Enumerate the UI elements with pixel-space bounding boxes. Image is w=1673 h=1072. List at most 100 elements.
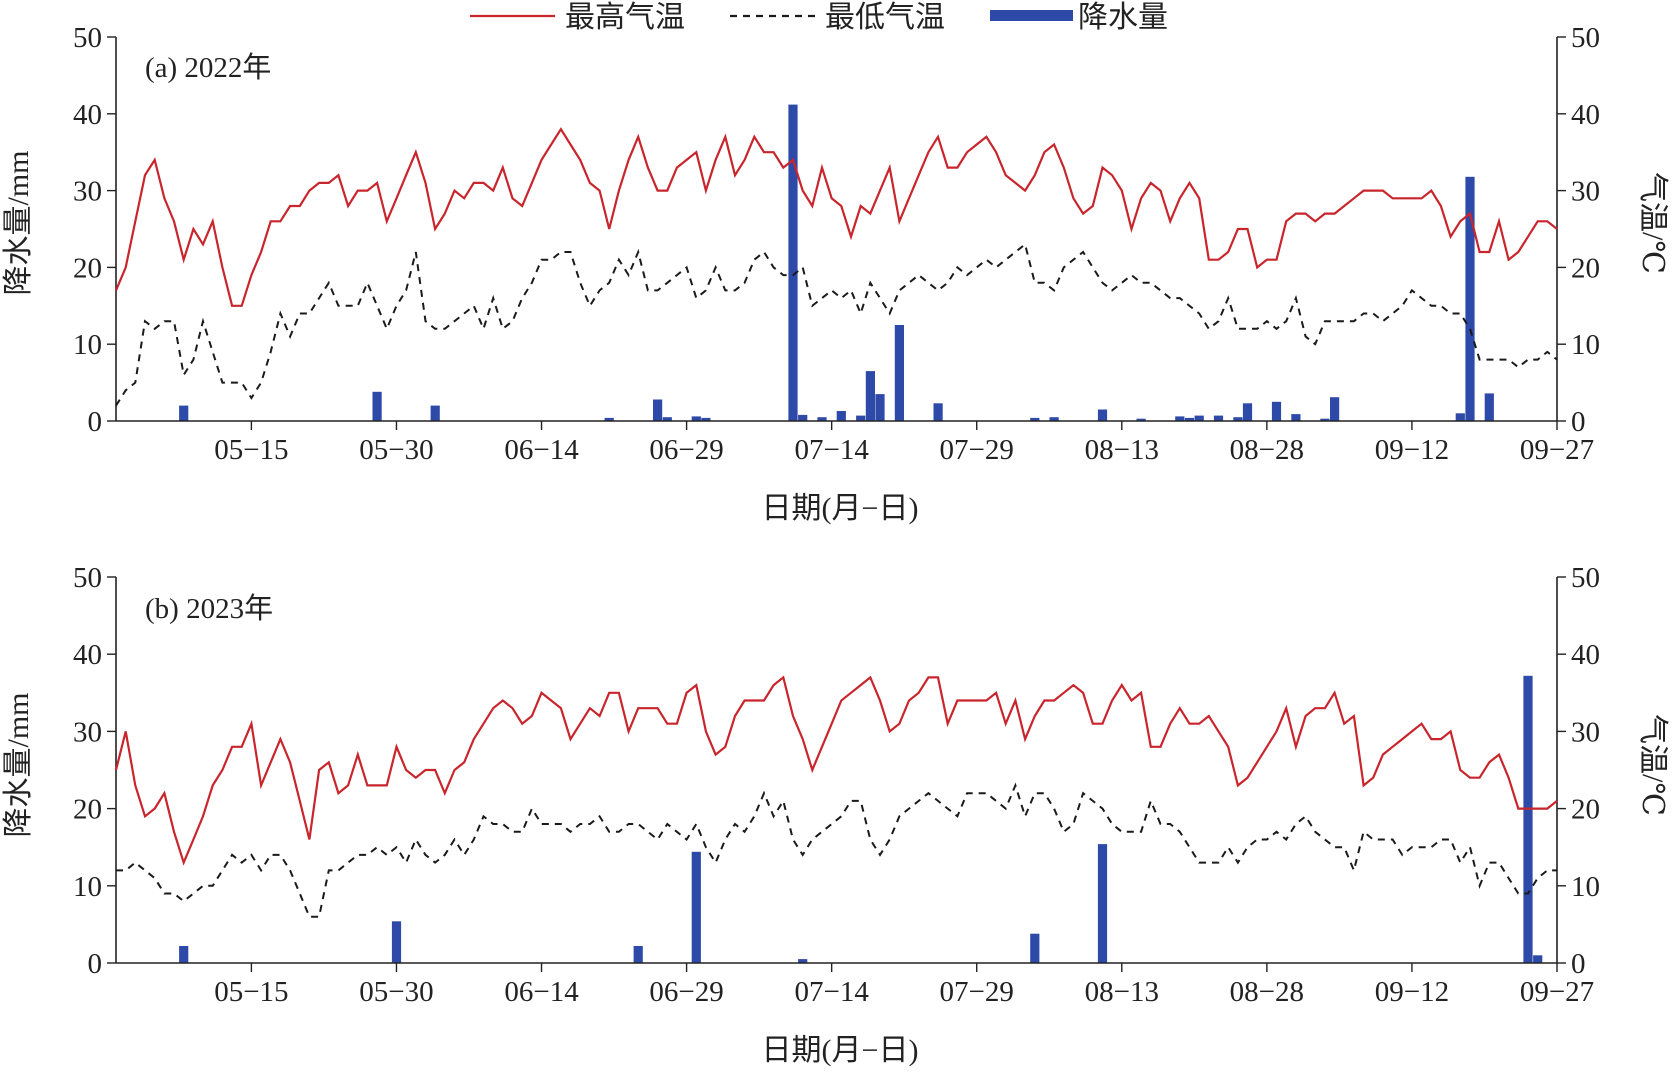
precip-bar [1465, 176, 1475, 421]
y-tick-label-left: 50 [73, 562, 102, 594]
precip-bar [1097, 844, 1108, 963]
x-tick-label: 08−28 [1230, 976, 1304, 1008]
panel-b-xlabel: 日期(月−日) [762, 1034, 919, 1067]
legend-tmax-label: 最高气温 [565, 1, 685, 34]
y-tick-label-left: 20 [73, 794, 102, 826]
y-tick-label-right: 0 [1571, 406, 1586, 438]
panel-a-tmax-line [114, 127, 1558, 307]
precip-bar [788, 104, 798, 421]
precip-bar [1184, 417, 1195, 421]
x-tick-label: 09−12 [1375, 976, 1449, 1008]
y-tick-label-right: 20 [1571, 252, 1600, 284]
x-tick-label: 07−14 [794, 976, 869, 1008]
x-tick-label: 07−29 [940, 434, 1014, 466]
precip-bar [1194, 415, 1204, 421]
precip-bar [1484, 393, 1494, 421]
legend-tmin-label: 最低气温 [825, 1, 945, 34]
precip-bar [1213, 415, 1224, 421]
panel-a-xlabel: 日期(月−日) [762, 492, 919, 525]
x-tick-label: 06−29 [649, 976, 723, 1008]
panel-b-tmax-line [114, 675, 1558, 866]
precip-bar [865, 371, 875, 421]
x-tick-label: 06−14 [504, 434, 579, 466]
panel-b: 0 10 20 30 40 50 0 10 20 30 40 50 05−15 05−30 06−14 06−… [2, 562, 1669, 1067]
y-tick-label-right: 20 [1571, 794, 1600, 826]
precip-bar [1233, 417, 1243, 421]
y-tick-label-right: 30 [1571, 176, 1600, 208]
panel-b-ylabel-right: 气温/℃ [1636, 714, 1669, 816]
precip-bar [1030, 417, 1040, 421]
x-tick-label: 09−27 [1520, 976, 1594, 1008]
precip-bar [798, 414, 808, 421]
y-tick-label-left: 30 [73, 176, 102, 208]
precip-bar [933, 403, 943, 421]
precip-bar [1030, 933, 1040, 963]
y-tick-label-right: 10 [1571, 871, 1600, 903]
precip-bar [604, 417, 614, 421]
x-tick-label: 05−30 [359, 434, 433, 466]
x-tick-label: 05−15 [214, 976, 288, 1008]
y-tick-label-right: 40 [1571, 639, 1600, 671]
panel-a: 0 10 20 30 40 50 0 10 20 30 40 50 05−15 05−30 06−14 06−… [2, 22, 1669, 525]
x-tick-label: 06−14 [504, 976, 579, 1008]
precip-bar [653, 399, 663, 421]
panel-a-precip-bars [179, 104, 1494, 421]
precip-bar [894, 325, 904, 421]
y-tick-label-left: 20 [73, 252, 102, 284]
precip-bar [875, 394, 885, 421]
precip-bar [798, 959, 808, 963]
x-tick-label: 08−13 [1085, 976, 1159, 1008]
precip-bar [691, 851, 701, 963]
y-tick-label-left: 10 [73, 329, 102, 361]
x-tick-label: 08−13 [1085, 434, 1159, 466]
y-tick-label-right: 50 [1571, 22, 1600, 54]
x-tick-label: 06−29 [649, 434, 723, 466]
y-tick-label-left: 0 [88, 948, 103, 980]
y-tick-label-right: 40 [1571, 99, 1600, 131]
panel-b-ylabel-left: 降水量/mm [2, 692, 35, 837]
precip-bar [836, 411, 846, 421]
precip-bar [1523, 675, 1533, 963]
panel-b-label: (b) 2023年 [145, 592, 273, 625]
precip-bar [691, 416, 701, 421]
precip-bar [856, 415, 866, 421]
precip-bar [1291, 414, 1301, 421]
precip-bar [1455, 413, 1465, 421]
precip-bar [1330, 397, 1340, 421]
y-tick-label-right: 0 [1571, 948, 1586, 980]
x-tick-label: 09−27 [1520, 434, 1594, 466]
y-tick-label-left: 40 [73, 639, 102, 671]
precip-bar [1097, 409, 1108, 421]
panel-a-ylabel-left: 降水量/mm [2, 150, 35, 295]
panel-a-label: (a) 2022年 [145, 51, 271, 84]
y-tick-label-right: 10 [1571, 329, 1600, 361]
precip-bar [1136, 418, 1146, 421]
precip-bar [1320, 418, 1330, 421]
legend: 最高气温 最低气温 降水量 [470, 1, 1168, 34]
precip-bar [1175, 416, 1185, 421]
precip-bar [372, 391, 382, 421]
precip-bar [1242, 403, 1253, 421]
x-tick-label: 07−14 [794, 434, 869, 466]
panel-b-tmin-line [116, 782, 1557, 918]
y-tick-label-left: 10 [73, 871, 102, 903]
y-tick-label-left: 50 [73, 22, 102, 54]
precip-bar [701, 417, 711, 421]
precip-bar [1049, 417, 1059, 421]
panel-a-grid-and-axes: 0 10 20 30 40 50 0 10 20 30 40 50 05−15 05−30 06−14 06−… [73, 22, 1600, 466]
precip-bar [662, 417, 672, 421]
legend-precip-label: 降水量 [1078, 1, 1168, 34]
panel-b-grid-and-axes: 0 10 20 30 40 50 0 10 20 30 40 50 05−15 05−30 06−14 06−… [73, 562, 1600, 1008]
precip-bar [391, 921, 402, 963]
panel-a-ylabel-right: 气温/℃ [1636, 172, 1669, 274]
precip-bar [179, 946, 189, 963]
x-tick-label: 05−30 [359, 976, 433, 1008]
x-tick-label: 09−12 [1375, 434, 1449, 466]
x-tick-label: 07−29 [940, 976, 1014, 1008]
precip-bar [1533, 955, 1543, 963]
x-tick-label: 05−15 [214, 434, 288, 466]
precip-bar [633, 946, 643, 963]
y-tick-label-right: 50 [1571, 562, 1600, 594]
x-tick-label: 08−28 [1230, 434, 1304, 466]
